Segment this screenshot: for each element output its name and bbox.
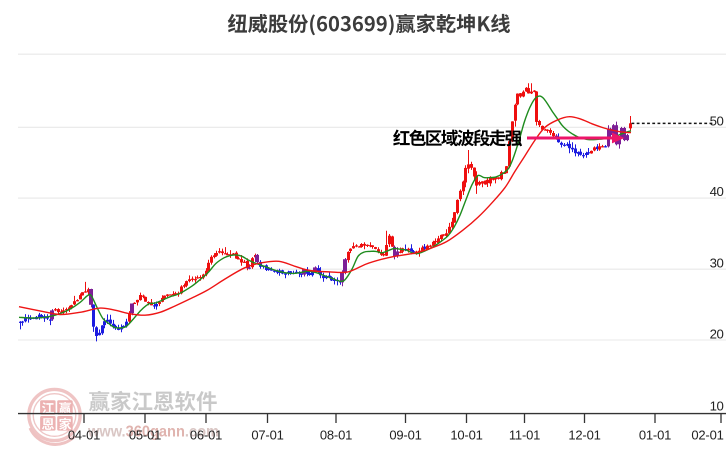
- svg-text:11-01: 11-01: [509, 428, 540, 443]
- svg-text:02-01: 02-01: [691, 428, 723, 443]
- svg-text:10: 10: [710, 398, 724, 413]
- svg-text:05-01: 05-01: [129, 428, 161, 443]
- svg-text:07-01: 07-01: [251, 428, 283, 443]
- svg-text:09-01: 09-01: [389, 428, 421, 443]
- svg-text:20: 20: [710, 326, 724, 341]
- svg-text:www.360gann.com: www.360gann.com: [87, 424, 219, 441]
- svg-text:01-01: 01-01: [639, 428, 671, 443]
- svg-text:12-01: 12-01: [568, 428, 600, 443]
- svg-text:08-01: 08-01: [320, 428, 352, 443]
- svg-text:04-01: 04-01: [68, 428, 100, 443]
- svg-text:10-01: 10-01: [450, 428, 482, 443]
- svg-text:06-01: 06-01: [190, 428, 222, 443]
- svg-text:30: 30: [710, 256, 724, 271]
- svg-text:50: 50: [710, 113, 724, 128]
- svg-text:40: 40: [710, 184, 724, 199]
